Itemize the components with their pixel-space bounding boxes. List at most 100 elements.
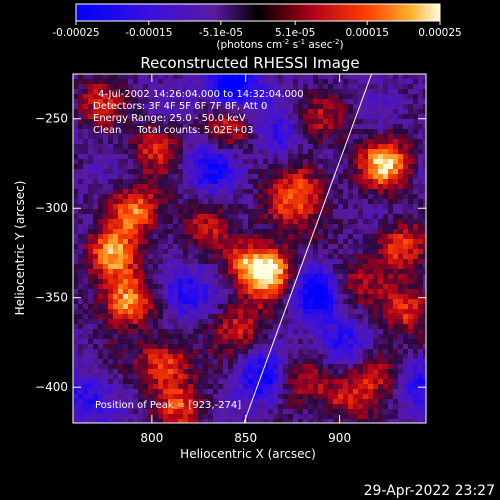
heatmap-cell xyxy=(208,259,213,264)
heatmap-cell xyxy=(393,214,398,219)
heatmap-cell xyxy=(88,364,93,369)
heatmap-cell xyxy=(403,94,408,99)
heatmap-cell xyxy=(88,359,93,364)
heatmap-cell xyxy=(173,74,178,79)
heatmap-cell xyxy=(283,384,288,389)
heatmap-cell xyxy=(358,384,363,389)
heatmap-cell xyxy=(93,144,98,149)
heatmap-cell xyxy=(398,174,403,179)
heatmap-cell xyxy=(343,119,348,124)
heatmap-cell xyxy=(83,404,88,409)
heatmap-cell xyxy=(308,284,313,289)
heatmap-cell xyxy=(408,224,413,229)
heatmap-cell xyxy=(283,194,288,199)
heatmap-cell xyxy=(278,79,283,84)
heatmap-cell xyxy=(133,244,138,249)
heatmap-cell xyxy=(248,384,253,389)
heatmap-cell xyxy=(408,404,413,409)
heatmap-cell xyxy=(398,339,403,344)
heatmap-cell xyxy=(213,299,218,304)
heatmap-cell xyxy=(323,299,328,304)
heatmap-cell xyxy=(148,134,153,139)
heatmap-cell xyxy=(198,394,203,399)
heatmap-cell xyxy=(223,304,228,309)
heatmap-cell xyxy=(343,174,348,179)
heatmap-cell xyxy=(418,139,423,144)
heatmap-cell xyxy=(238,79,243,84)
heatmap-cell xyxy=(403,324,408,329)
heatmap-cell xyxy=(308,309,313,314)
heatmap-cell xyxy=(358,329,363,334)
heatmap-cell xyxy=(288,254,293,259)
heatmap-cell xyxy=(193,189,198,194)
heatmap-cell xyxy=(338,179,343,184)
heatmap-cell xyxy=(183,119,188,124)
heatmap-cell xyxy=(188,369,193,374)
heatmap-cell xyxy=(308,249,313,254)
heatmap-cell xyxy=(398,154,403,159)
heatmap-cell xyxy=(283,364,288,369)
heatmap-cell xyxy=(198,339,203,344)
heatmap-cell xyxy=(118,99,123,104)
heatmap-cell xyxy=(118,179,123,184)
heatmap-cell xyxy=(73,374,78,379)
heatmap-cell xyxy=(333,294,338,299)
heatmap-cell xyxy=(393,414,398,419)
heatmap-cell xyxy=(128,114,133,119)
heatmap-cell xyxy=(388,229,393,234)
heatmap-cell xyxy=(198,139,203,144)
heatmap-cell xyxy=(368,409,373,414)
heatmap-cell xyxy=(108,349,113,354)
heatmap-cell xyxy=(383,129,388,134)
heatmap-cell xyxy=(88,219,93,224)
heatmap-cell xyxy=(128,89,133,94)
heatmap-cell xyxy=(273,199,278,204)
heatmap-cell xyxy=(128,309,133,314)
heatmap-cell xyxy=(118,239,123,244)
heatmap-cell xyxy=(93,384,98,389)
heatmap-cell xyxy=(183,129,188,134)
heatmap-cell xyxy=(103,304,108,309)
heatmap-cell xyxy=(353,224,358,229)
heatmap-cell xyxy=(403,189,408,194)
heatmap-cell xyxy=(323,184,328,189)
heatmap-cell xyxy=(358,114,363,119)
heatmap-cell xyxy=(153,344,158,349)
heatmap-cell xyxy=(208,369,213,374)
heatmap-cell xyxy=(283,129,288,134)
heatmap-cell xyxy=(123,379,128,384)
heatmap-cell xyxy=(88,249,93,254)
heatmap-cell xyxy=(243,244,248,249)
heatmap-cell xyxy=(283,114,288,119)
heatmap-cell xyxy=(378,114,383,119)
heatmap-cell xyxy=(273,89,278,94)
heatmap-cell xyxy=(73,229,78,234)
heatmap-cell xyxy=(248,134,253,139)
heatmap-cell xyxy=(133,114,138,119)
heatmap-cell xyxy=(348,244,353,249)
heatmap-cell xyxy=(358,89,363,94)
heatmap-cell xyxy=(423,159,426,164)
heatmap-cell xyxy=(378,409,383,414)
heatmap-cell xyxy=(358,339,363,344)
heatmap-cell xyxy=(408,164,413,169)
heatmap-cell xyxy=(233,199,238,204)
heatmap-cell xyxy=(253,214,258,219)
heatmap-cell xyxy=(308,304,313,309)
heatmap-cell xyxy=(353,284,358,289)
heatmap-cell xyxy=(238,294,243,299)
heatmap-cell xyxy=(373,119,378,124)
heatmap-cell xyxy=(358,264,363,269)
heatmap-cell xyxy=(368,244,373,249)
heatmap-cell xyxy=(123,174,128,179)
heatmap-cell xyxy=(233,149,238,154)
heatmap-cell xyxy=(258,239,263,244)
heatmap-cell xyxy=(363,379,368,384)
heatmap-cell xyxy=(143,264,148,269)
heatmap-cell xyxy=(78,89,83,94)
heatmap-cell xyxy=(83,204,88,209)
heatmap-cell xyxy=(93,394,98,399)
heatmap-cell xyxy=(158,194,163,199)
heatmap-cell xyxy=(293,129,298,134)
heatmap-cell xyxy=(308,324,313,329)
